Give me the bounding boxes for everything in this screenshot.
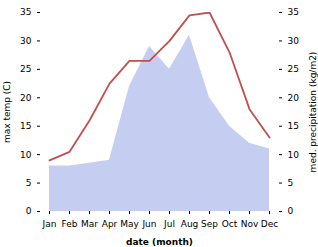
svg-text:Dec: Dec: [261, 219, 278, 229]
svg-text:25: 25: [288, 64, 299, 74]
svg-text:5: 5: [288, 178, 294, 188]
svg-text:5: 5: [26, 178, 32, 188]
svg-text:Jan: Jan: [42, 219, 57, 229]
svg-text:30: 30: [288, 36, 300, 46]
svg-text:Jun: Jun: [141, 219, 156, 229]
svg-text:0: 0: [288, 206, 294, 216]
svg-text:25: 25: [20, 64, 31, 74]
svg-text:35: 35: [288, 7, 299, 17]
svg-text:20: 20: [288, 93, 300, 103]
svg-text:Apr: Apr: [102, 219, 118, 229]
svg-text:Sep: Sep: [201, 219, 218, 229]
svg-text:30: 30: [20, 36, 32, 46]
svg-text:date (month): date (month): [126, 237, 193, 247]
svg-text:Feb: Feb: [62, 219, 78, 229]
svg-text:10: 10: [288, 150, 300, 160]
svg-text:Nov: Nov: [241, 219, 259, 229]
svg-text:35: 35: [20, 7, 31, 17]
svg-text:20: 20: [20, 93, 32, 103]
svg-text:med. precipitation (kg/m2): med. precipitation (kg/m2): [308, 52, 318, 173]
svg-text:Oct: Oct: [222, 219, 238, 229]
svg-text:May: May: [120, 219, 139, 229]
svg-text:Mar: Mar: [81, 219, 98, 229]
svg-text:15: 15: [20, 121, 31, 131]
svg-text:max temp (C): max temp (C): [2, 81, 12, 143]
svg-text:15: 15: [288, 121, 299, 131]
svg-text:Jul: Jul: [163, 219, 175, 229]
svg-text:0: 0: [26, 206, 32, 216]
svg-text:Aug: Aug: [181, 219, 199, 229]
svg-text:10: 10: [20, 150, 32, 160]
